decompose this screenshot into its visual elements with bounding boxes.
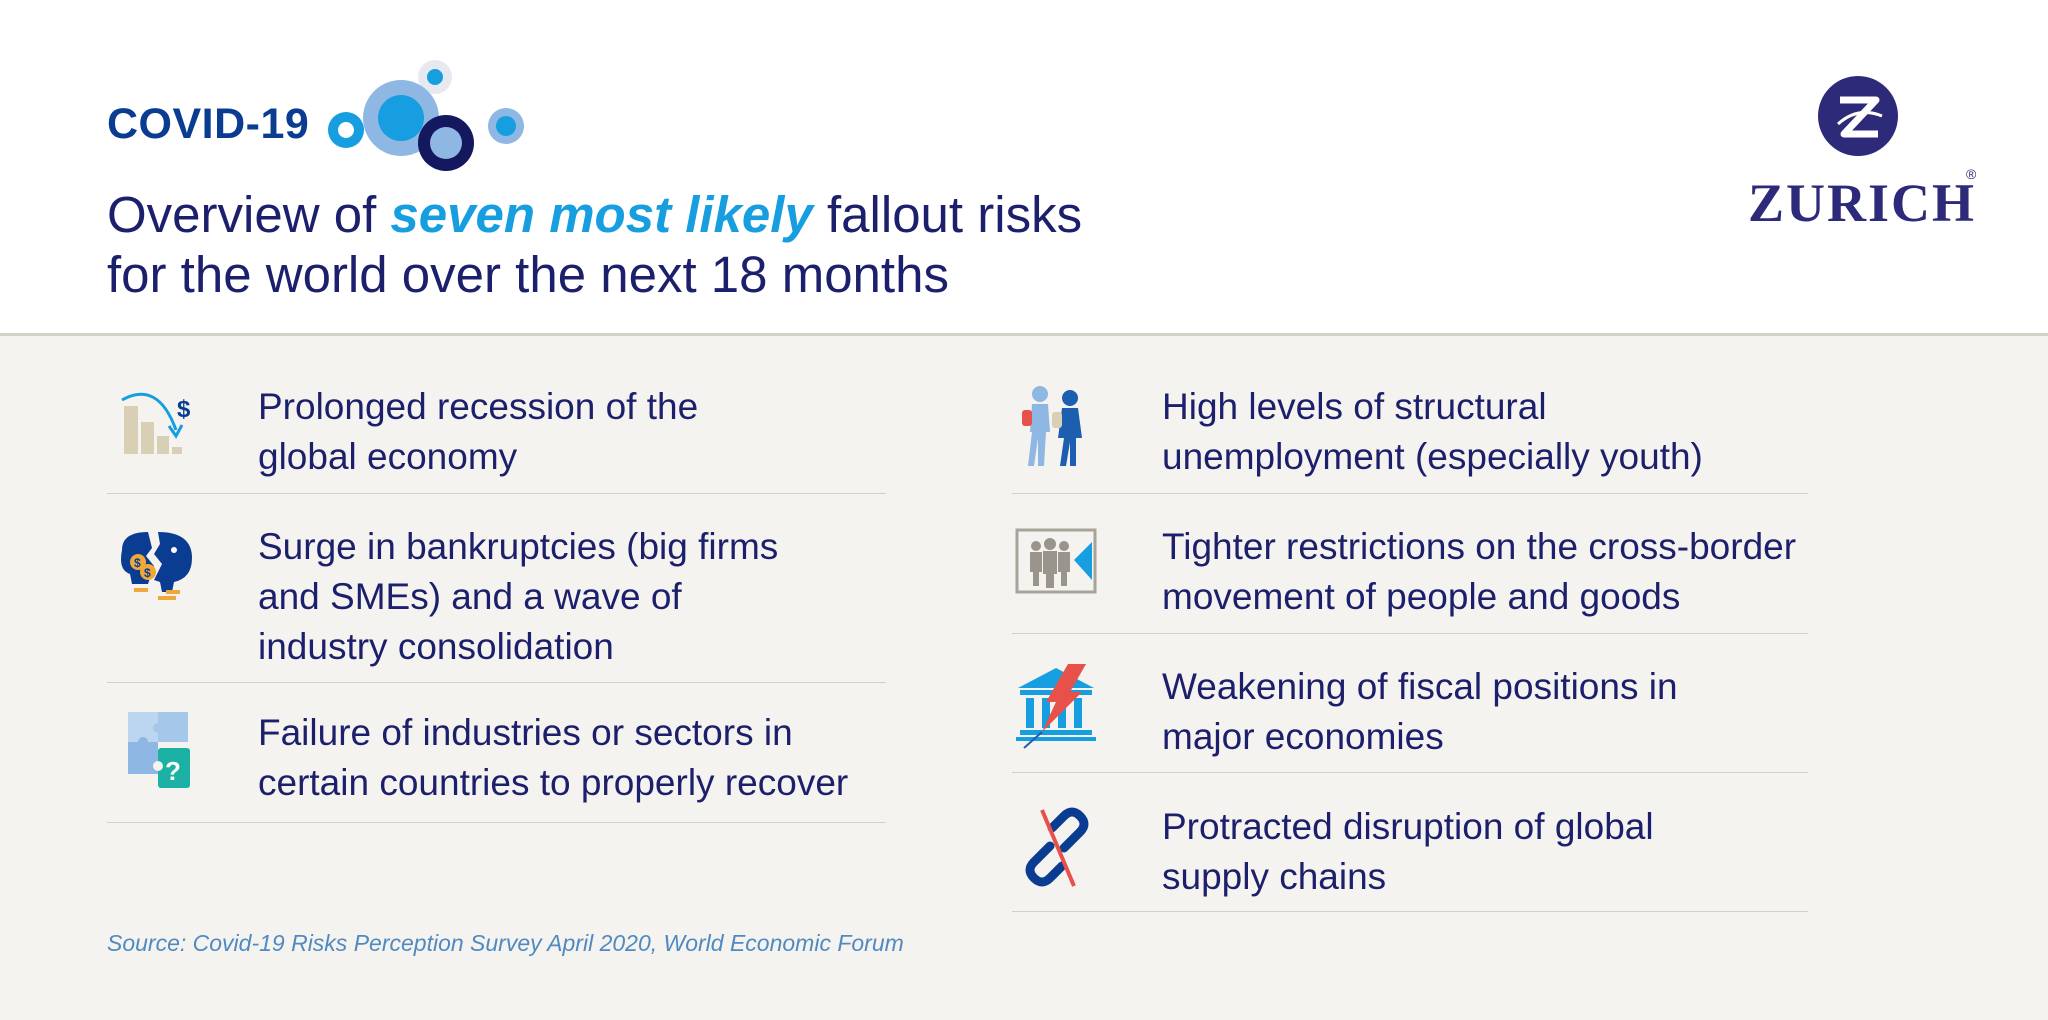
risk-text-line: Prolonged recession of the bbox=[258, 386, 699, 427]
separator bbox=[107, 822, 886, 823]
broken-piggy-bank-icon: $ $ bbox=[121, 532, 192, 600]
svg-text:$: $ bbox=[144, 566, 151, 580]
separator bbox=[107, 493, 886, 494]
risk-text-line: unemployment (especially youth) bbox=[1162, 436, 1703, 477]
separator bbox=[1012, 493, 1808, 494]
risk-item-supply-chains: Protracted disruption of global supply c… bbox=[1012, 802, 1812, 902]
risk-item-border: Tighter restrictions on the cross-border… bbox=[1012, 522, 1812, 622]
headline-line2: for the world over the next 18 months bbox=[107, 246, 949, 303]
recession-chart-icon: $ bbox=[121, 392, 191, 454]
risk-text-line: High levels of structural bbox=[1162, 386, 1547, 427]
svg-text:®: ® bbox=[1966, 166, 1977, 182]
risk-text-line: certain countries to properly recover bbox=[258, 762, 849, 803]
broken-chain-icon bbox=[1025, 807, 1089, 887]
logo-text: ZURICH bbox=[1748, 173, 1976, 226]
headline-post: fallout risks bbox=[812, 186, 1083, 243]
risk-text-line: global economy bbox=[258, 436, 518, 477]
content-panel bbox=[0, 336, 2048, 1020]
risk-text-line: supply chains bbox=[1162, 856, 1387, 897]
risk-text-line: Tighter restrictions on the cross-border bbox=[1162, 526, 1797, 567]
separator bbox=[1012, 911, 1808, 912]
header: COVID-19 Overview of seven most likely f… bbox=[0, 0, 2048, 333]
risk-item-unemployment: High levels of structural unemployment (… bbox=[1012, 382, 1812, 482]
headline: Overview of seven most likely fallout ri… bbox=[107, 185, 1082, 305]
risk-item-industries: ? Failure of industries or sectors in ce… bbox=[108, 708, 888, 808]
risk-text-line: Surge in bankruptcies (big firms bbox=[258, 526, 779, 567]
svg-text:?: ? bbox=[165, 756, 181, 786]
youth-walking-icon bbox=[1022, 386, 1082, 466]
svg-text:$: $ bbox=[177, 396, 191, 423]
risk-text-line: Protracted disruption of global bbox=[1162, 806, 1654, 847]
svg-text:$: $ bbox=[134, 556, 141, 570]
header-divider bbox=[0, 333, 2048, 336]
risk-text-line: major economies bbox=[1162, 716, 1444, 757]
border-people-icon bbox=[1015, 528, 1097, 594]
bubbles-graphic bbox=[328, 60, 524, 171]
risk-item-recession: $ Prolonged recession of the global econ… bbox=[108, 382, 888, 482]
headline-pre: Overview of bbox=[107, 186, 391, 243]
risk-text-line: movement of people and goods bbox=[1162, 576, 1681, 617]
separator bbox=[107, 682, 886, 683]
separator bbox=[1012, 772, 1808, 773]
covid-tag: COVID-19 bbox=[107, 100, 310, 148]
headline-emphasis: seven most likely bbox=[390, 186, 813, 243]
bank-lightning-icon bbox=[1016, 664, 1096, 749]
separator bbox=[1012, 633, 1808, 634]
puzzle-question-icon: ? bbox=[128, 712, 190, 788]
zurich-logo: ZURICH ® bbox=[1748, 76, 1988, 233]
risk-text-line: Failure of industries or sectors in bbox=[258, 712, 793, 753]
risk-text-line: and SMEs) and a wave of bbox=[258, 576, 682, 617]
risk-text-line: Weakening of fiscal positions in bbox=[1162, 666, 1678, 707]
source-note: Source: Covid-19 Risks Perception Survey… bbox=[107, 930, 904, 956]
zurich-z-icon: ZURICH ® bbox=[1748, 76, 1977, 233]
risk-text-line: industry consolidation bbox=[258, 626, 614, 667]
risk-item-bankruptcies: $ $ Surge in bankruptcies (big firms and… bbox=[108, 522, 888, 672]
risk-item-fiscal: Weakening of fiscal positions in major e… bbox=[1012, 662, 1812, 762]
